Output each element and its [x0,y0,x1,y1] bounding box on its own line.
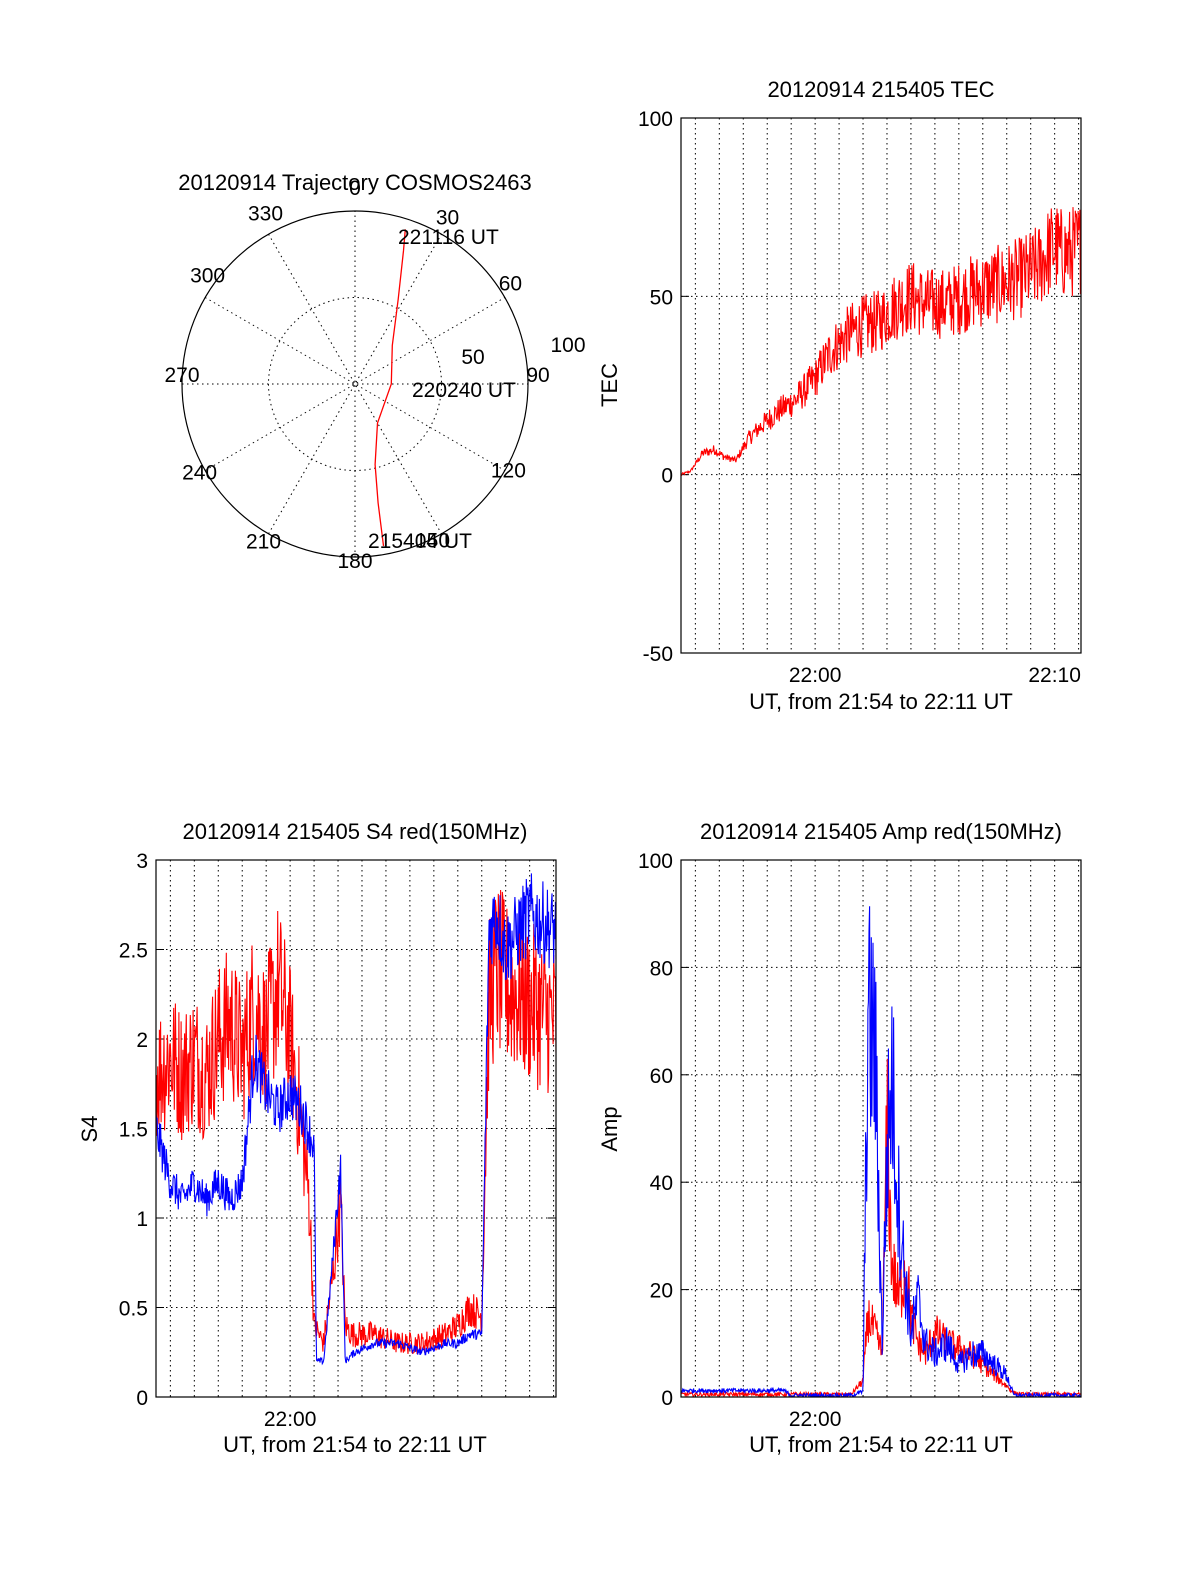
polar-azimuth-label: 330 [248,203,283,226]
y-tick-label: 0 [661,1387,673,1410]
trajectory-mid-label: 220240 UT [412,379,516,402]
trajectory-end-label: 221116 UT [398,226,499,249]
polar-title: 20120914 Trajectory COSMOS2463 [178,170,531,195]
trajectory-line [374,229,406,546]
polar-azimuth-label: 210 [246,530,281,553]
y-tick-label: 2 [136,1029,148,1052]
polar-radial-label-100: 100 [550,334,585,357]
polar-azimuth-label: 120 [491,460,526,483]
amp-xlabel: UT, from 21:54 to 22:11 UT [749,1432,1013,1457]
series-red-line [681,207,1081,477]
y-tick-label: 2.5 [119,940,148,963]
polar-azimuth-label: 300 [190,265,225,288]
s4-title: 20120914 215405 S4 red(150MHz) [183,819,528,844]
polar-azimuth-labels: 0 30 60 90 120 150 180 210 240 270 300 330 [164,177,549,573]
x-tick-label: 22:00 [789,1408,842,1431]
s4-panel: 20120914 215405 S4 red(150MHz) S4 UT, fr… [77,819,557,1457]
series-red-line [156,889,556,1355]
y-tick-label: 100 [638,850,673,873]
y-tick-label: 40 [650,1172,673,1195]
y-tick-label: 80 [650,957,673,980]
y-tick-label: 1.5 [119,1119,148,1142]
plot-frame [680,859,1082,1398]
polar-azimuth-label: 270 [164,364,199,387]
polar-azimuth-label: 60 [499,273,522,296]
x-tick-label: 22:10 [1028,664,1081,687]
polar-azimuth-label: 90 [526,364,549,387]
s4-xlabel: UT, from 21:54 to 22:11 UT [223,1432,487,1457]
tec-ylabel: TEC [597,363,622,407]
tec-panel: 20120914 215405 TEC TEC UT, from 21:54 t… [597,77,1082,714]
trajectory-start-label: 215404 UT [368,530,472,553]
series-red-line [681,1058,1081,1397]
polar-azimuth-label: 240 [182,462,217,485]
grid-lines [681,117,1081,654]
grid-lines [681,859,1081,1398]
y-tick-label: 1 [136,1208,148,1231]
polar-azimuth-label: 150 [415,529,450,552]
tec-xlabel: UT, from 21:54 to 22:11 UT [749,689,1013,714]
plot-frame [155,859,557,1398]
polar-radial-label-50: 50 [461,346,484,369]
y-tick-label: 0.5 [119,1298,148,1321]
amp-title: 20120914 215405 Amp red(150MHz) [700,819,1062,844]
x-tick-label: 22:00 [789,664,842,687]
y-tick-label: 50 [650,286,673,309]
plot-frame [680,117,1082,654]
y-tick-label: 3 [136,850,148,873]
polar-azimuth-label: 30 [436,207,459,230]
y-tick-label: 0 [661,465,673,488]
x-tick-label: 22:00 [264,1408,317,1431]
polar-azimuth-label: 0 [349,177,361,200]
y-tick-label: -50 [643,643,673,666]
amp-panel: 20120914 215405 Amp red(150MHz) Amp UT, … [597,819,1082,1457]
amp-ylabel: Amp [597,1106,622,1151]
tec-title: 20120914 215405 TEC [767,77,994,102]
series-blue-line [156,873,556,1366]
y-tick-label: 20 [650,1280,673,1303]
y-tick-label: 0 [136,1387,148,1410]
s4-ylabel: S4 [77,1116,102,1143]
y-tick-label: 100 [638,108,673,131]
y-tick-label: 60 [650,1065,673,1088]
polar-azimuth-label: 180 [337,550,372,573]
series-blue-line [681,906,1081,1397]
polar-trajectory-panel: 20120914 Trajectory COSMOS2463 0 30 60 90 12… [164,170,585,573]
